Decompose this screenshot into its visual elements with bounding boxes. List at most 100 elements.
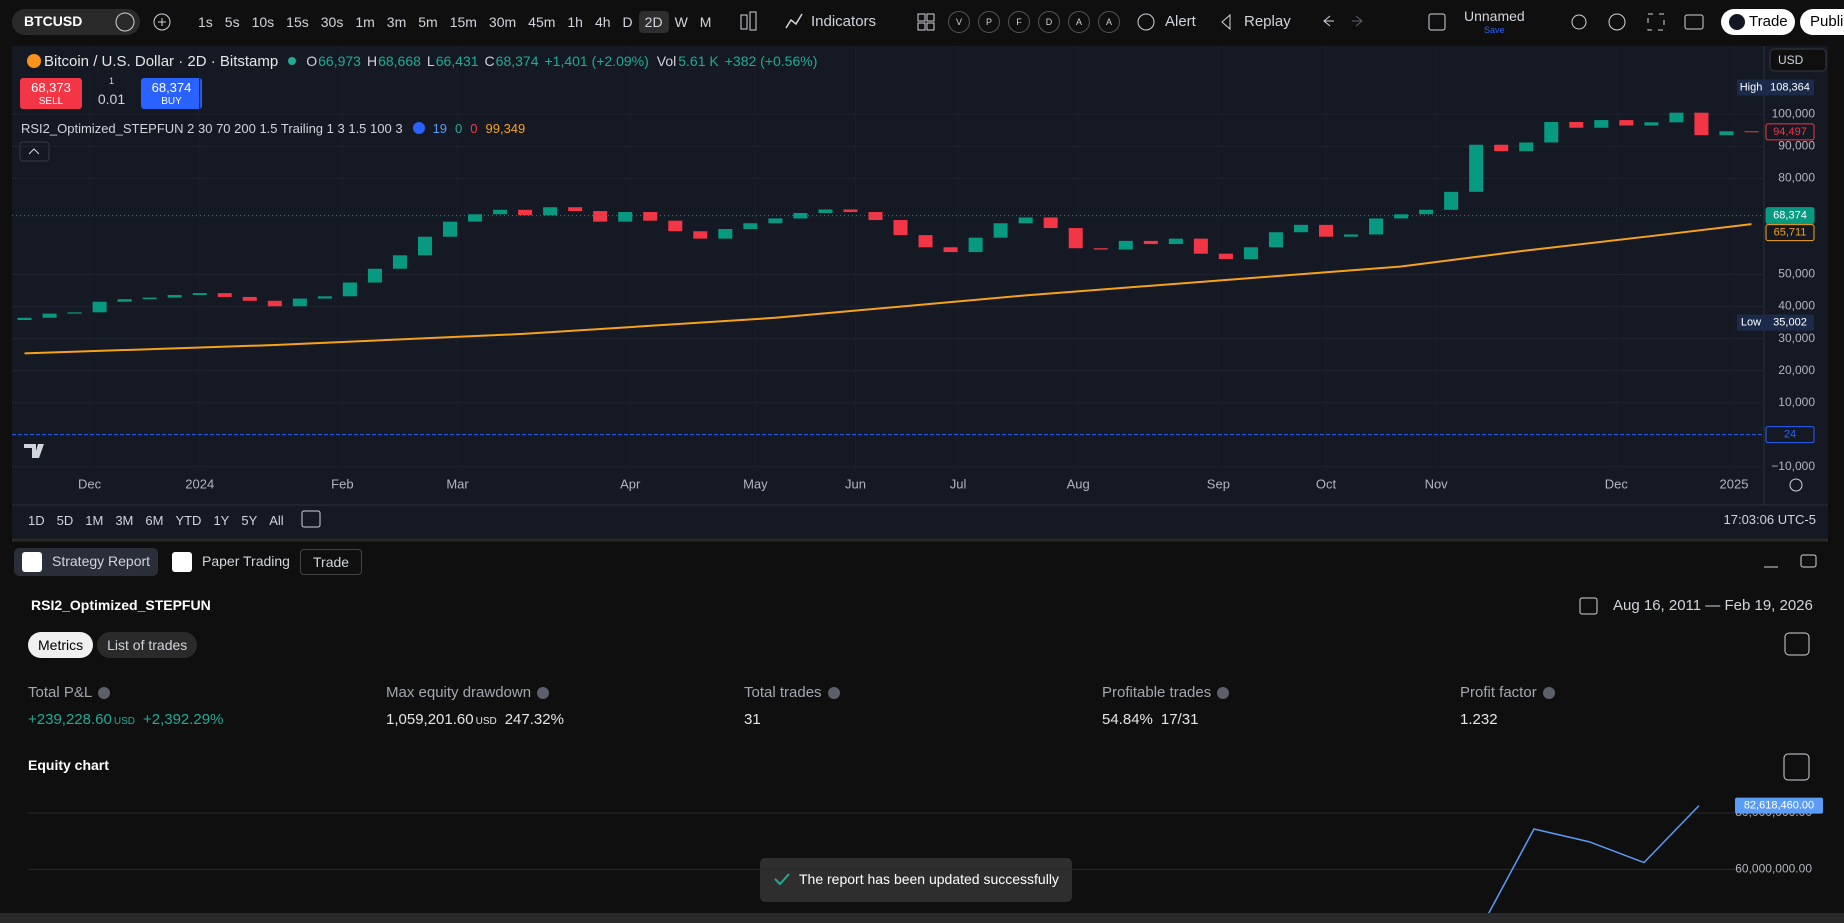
trade-button[interactable]: Trade [1749,13,1788,30]
metric-label: Profitable trades [1102,684,1212,701]
buy-price[interactable]: 68,374 [151,80,192,95]
interval-button[interactable]: 15m [449,14,477,30]
interval-button[interactable]: M [699,14,712,30]
tab[interactable]: Paper Trading [202,553,290,569]
range-button[interactable]: 1Y [213,512,230,528]
metric-value: 31 [744,711,761,728]
indicators-icon[interactable] [785,13,803,29]
symbol-pill[interactable] [12,9,140,35]
candle [743,223,758,230]
interval-button[interactable]: 2D [638,11,669,33]
metric-label-row: Max equity drawdown [386,684,550,701]
search-icon[interactable] [1571,14,1587,30]
tv-logo [24,444,44,458]
publish-button-bg[interactable] [1800,9,1844,35]
candle [693,231,708,239]
range-button[interactable]: 3M [115,512,134,528]
interval-button[interactable]: 30m [488,14,517,30]
indicator-shortcut[interactable]: D [1038,11,1060,33]
interval-button[interactable]: 10s [251,14,275,30]
sell-label[interactable]: SELL [38,96,64,107]
interval-button[interactable]: 5m [418,14,438,30]
subtab[interactable]: List of trades [97,632,198,658]
alert-icon[interactable] [1137,13,1155,31]
candle [1419,209,1434,215]
sell-price[interactable]: 68,373 [31,80,71,95]
sell-button[interactable] [20,78,82,109]
indicator-shortcut[interactable]: A [1098,11,1120,33]
expand-equity[interactable] [1783,753,1810,781]
interval-button[interactable]: 5s [224,14,240,30]
tab[interactable]: Strategy Report [52,553,151,569]
candle [317,296,332,299]
calendar-icon[interactable] [1579,597,1598,615]
layout-toggle[interactable] [1784,632,1810,656]
indicator-shortcut[interactable]: V [948,11,970,33]
candle [993,223,1008,238]
interval-button[interactable]: 1s [198,14,213,30]
indicator-shortcut[interactable]: F [1008,11,1030,33]
indicator-shortcut[interactable]: A [1068,11,1090,33]
strategy-name[interactable]: RSI2_Optimized_STEPFUN [31,597,211,613]
interval-button[interactable]: 3m [386,14,407,30]
range-button[interactable]: 5D [56,512,74,528]
interval-button[interactable]: W [674,14,688,30]
x-tick-label: Dec [1605,476,1629,491]
date-range[interactable]: Aug 16, 2011 — Feb 19, 2026 [1613,597,1813,614]
ohlc-key: O [306,53,318,69]
add-symbol-icon[interactable] [153,13,171,31]
metric-value: 1,059,201.60 [386,711,474,728]
camera-icon[interactable] [1684,14,1704,30]
y-tick-label: 80,000 [1778,171,1815,185]
range-button[interactable]: 5Y [241,512,258,528]
chart-type-icon[interactable] [740,14,748,30]
range-button[interactable]: All [269,512,284,528]
axis-settings-icon[interactable] [1789,478,1803,492]
currency-select[interactable] [1769,48,1827,72]
maximize-icon[interactable] [1800,554,1817,568]
interval-button[interactable]: 1m [355,14,375,30]
interval-button[interactable]: 45m [528,14,556,30]
interval-button[interactable]: 30s [320,14,344,30]
range-button[interactable]: 6M [145,512,164,528]
goto-date-icon[interactable] [301,510,321,528]
x-tick-label: Apr [620,476,641,491]
interval-button[interactable]: 15s [286,14,309,30]
publish-button[interactable]: Publi [1810,13,1844,30]
indicators-button[interactable]: Indicators [811,13,877,30]
spread: 0.01 [97,91,126,107]
interval-button[interactable]: 4h [594,14,611,30]
marker-label-bg [1737,79,1766,96]
interval-button[interactable]: 1h [567,14,583,30]
candle [1569,121,1584,128]
candle [117,299,132,302]
alert-button[interactable]: Alert [1165,13,1196,30]
interval-button[interactable]: D [622,14,633,30]
replay-icon[interactable] [1221,13,1231,31]
range-button[interactable]: 1D [28,512,45,528]
candle [768,218,783,224]
y-tick-label: 40,000 [1778,299,1815,313]
templates-icon[interactable] [917,13,926,22]
settings-icon[interactable] [1608,13,1626,31]
subtab[interactable]: Metrics [28,632,94,658]
indicator-shortcut[interactable]: P [978,11,1000,33]
candle [1444,191,1459,210]
buy-button[interactable] [141,78,202,109]
replay-button[interactable]: Replay [1244,13,1291,30]
y-tick-label: 10,000 [1778,395,1815,409]
currency[interactable]: USD [1778,53,1804,67]
tab[interactable]: Trade [300,549,363,575]
marker-value: 35,002 [1773,316,1807,328]
undo-icon[interactable] [1323,15,1334,27]
symbol[interactable]: BTCUSD [24,13,83,29]
change: +1,401 (+2.09%) [544,53,649,69]
layout-icon[interactable] [1428,13,1446,31]
range-button[interactable]: 1M [85,512,104,528]
buy-label[interactable]: BUY [161,96,182,107]
range-button[interactable]: YTD [175,512,202,528]
layout-name[interactable]: Unnamed [1464,8,1525,24]
collapse-button[interactable] [19,141,50,162]
fullscreen-icon[interactable] [1647,13,1665,31]
